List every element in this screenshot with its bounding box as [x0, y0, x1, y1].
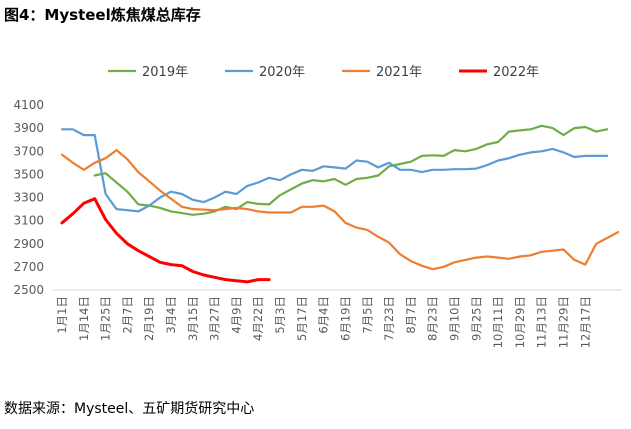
y-tick-label: 2700 [13, 260, 44, 274]
x-tick-label: 3月4日 [164, 296, 178, 334]
x-tick-label: 1月14日 [77, 296, 91, 341]
y-tick-label: 3900 [13, 121, 44, 135]
x-tick-label: 9月25日 [469, 296, 483, 341]
legend-label-2: 2021年 [376, 65, 422, 80]
figure-title: 图4：Mysteel炼焦煤总库存 [4, 6, 201, 24]
x-tick-label: 11月29日 [556, 296, 570, 348]
series-line-0 [93, 124, 609, 216]
x-tick-label: 10月11日 [491, 296, 505, 348]
x-tick-label: 8月7日 [404, 296, 418, 334]
y-tick-label: 3500 [13, 167, 44, 181]
y-tick-label: 4100 [13, 98, 44, 112]
x-tick-label: 3月27日 [208, 296, 222, 341]
y-tick-label: 2900 [13, 237, 44, 251]
x-tick-label: 7月23日 [382, 296, 396, 341]
x-tick-label: 1月25日 [99, 296, 113, 341]
x-tick-label: 2月19日 [142, 296, 156, 341]
x-tick-label: 10月29日 [513, 296, 527, 348]
legend-label-3: 2022年 [493, 65, 539, 80]
legend-label-1: 2020年 [259, 65, 305, 80]
x-tick-label: 12月17日 [578, 296, 592, 348]
x-tick-label: 6月4日 [317, 296, 331, 334]
x-tick-label: 4月9日 [229, 296, 243, 334]
x-tick-label: 5月3日 [273, 296, 287, 334]
series-line-1 [60, 128, 609, 213]
x-tick-label: 2月7日 [120, 296, 134, 334]
x-axis: 1月1日 1月14日 1月25日 2月7日 2月19日 3月4日 3月15日 3月27日 4月9… [52, 289, 622, 348]
source-note: 数据来源：Mysteel、五矿期货研究中心 [4, 401, 255, 417]
legend: 2019年 2020年 2021年 2022年 [108, 65, 539, 80]
x-tick-label: 7月5日 [360, 296, 374, 334]
x-tick-label: 9月10日 [447, 296, 461, 341]
series-layer [60, 124, 620, 284]
series-line-2 [60, 149, 620, 271]
x-tick-label: 1月1日 [55, 296, 69, 334]
y-axis: 2500 2700 2900 3100 3300 3500 3700 3900 4100 [13, 98, 44, 297]
x-tick-label: 4月22日 [251, 296, 265, 341]
y-tick-label: 3100 [13, 214, 44, 228]
y-tick-label: 3700 [13, 144, 44, 158]
x-tick-label: 11月13日 [535, 296, 549, 348]
y-tick-label: 2500 [13, 283, 44, 297]
legend-label-0: 2019年 [142, 65, 188, 80]
y-tick-label: 3300 [13, 191, 44, 205]
x-tick-label: 6月19日 [338, 296, 352, 341]
x-tick-label: 5月17日 [295, 296, 309, 341]
x-tick-label: 3月15日 [186, 296, 200, 341]
series-line-3 [60, 197, 271, 284]
x-tick-label: 8月23日 [426, 296, 440, 341]
